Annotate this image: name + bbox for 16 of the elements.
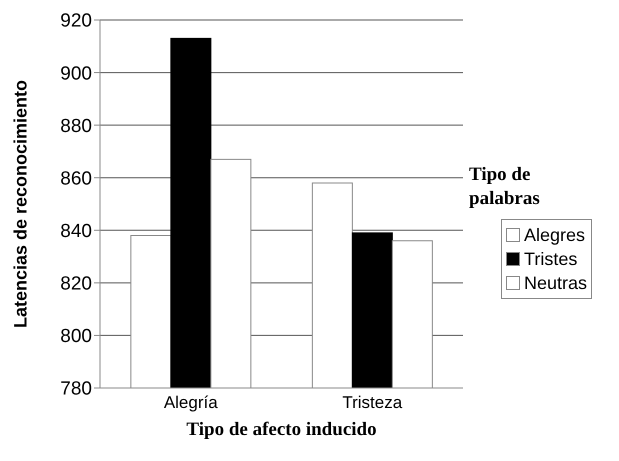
y-tick-label: 900 [60, 63, 92, 84]
legend-label: Neutras [524, 272, 588, 294]
x-tick-label: Tristeza [342, 393, 403, 412]
legend-label: Alegres [524, 224, 586, 246]
x-tick-label: Alegría [164, 393, 218, 412]
y-tick-label: 880 [60, 116, 92, 137]
y-tick-label: 860 [60, 168, 92, 190]
y-tick-label: 780 [60, 378, 92, 400]
y-tick-label: 920 [60, 10, 92, 32]
y-tick-label: 840 [60, 221, 92, 242]
y-tick-label: 820 [60, 274, 92, 295]
y-axis-title: Latencias de reconocimiento [10, 80, 30, 328]
x-axis-title: Tipo de afecto inducido [186, 419, 377, 440]
legend-label: Tristes [524, 248, 578, 270]
y-tick-label: 800 [60, 326, 92, 348]
legend-title: Tipo de palabras [469, 162, 541, 210]
